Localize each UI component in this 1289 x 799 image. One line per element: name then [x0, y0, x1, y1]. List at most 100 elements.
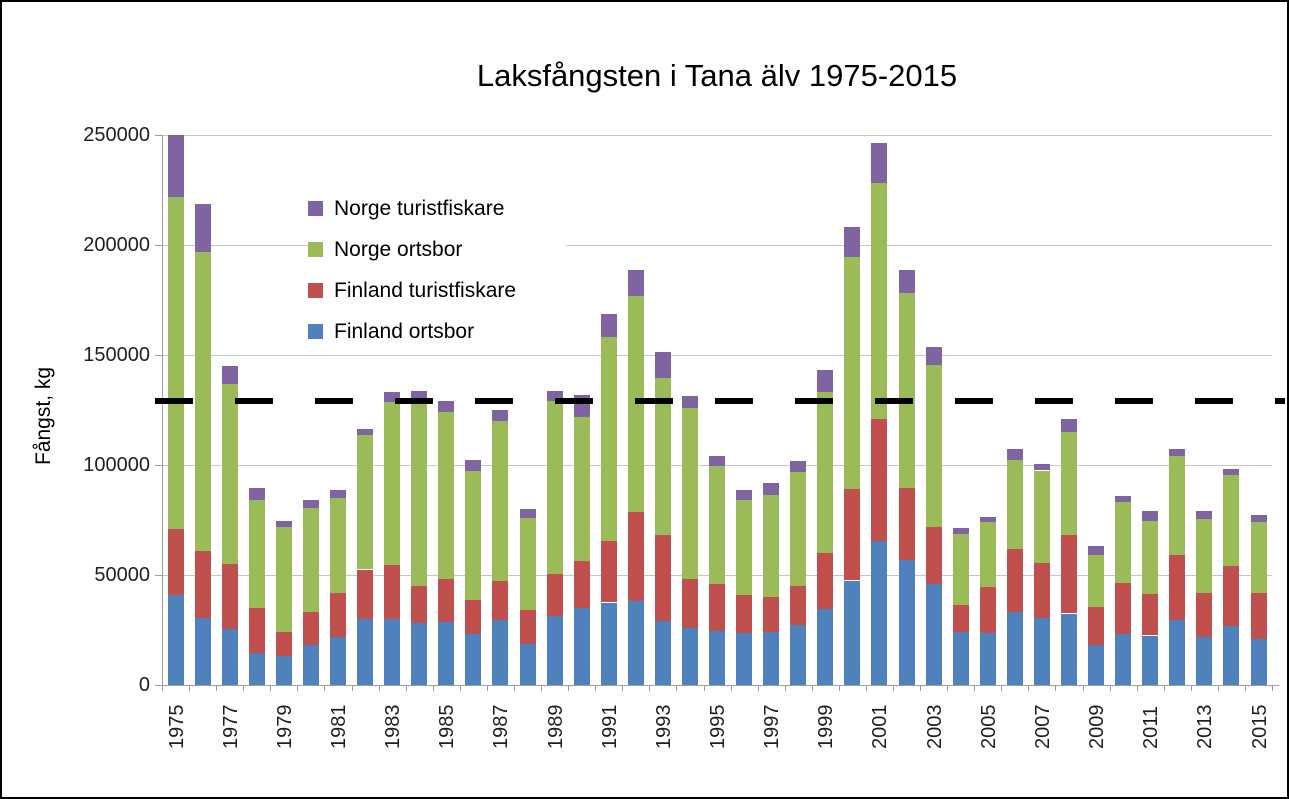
bar-segment-norge-ortsbor-2010 — [1115, 502, 1132, 583]
bar-segment-finland-turistfiskare-1990 — [573, 560, 590, 608]
bar-segment-finland-turistfiskare-1976 — [194, 550, 211, 618]
y-axis-title: Fångst, kg — [32, 366, 55, 465]
bar-segment-finland-ortsbor-1994 — [681, 627, 698, 685]
bar-segment-norge-turistfiskare-1983 — [384, 392, 401, 403]
bar-segment-norge-ortsbor-2007 — [1033, 470, 1050, 563]
bar-segment-finland-turistfiskare-2003 — [925, 526, 942, 584]
x-tick-label: 1979 — [273, 704, 296, 750]
x-tick-label: 1997 — [761, 704, 784, 750]
bar-segment-finland-ortsbor-1977 — [221, 628, 238, 685]
legend-swatch-norge-ortsbor-icon — [308, 242, 323, 257]
bar-segment-norge-ortsbor-1994 — [681, 407, 698, 580]
x-tick-label: 1987 — [490, 704, 513, 750]
x-tick — [784, 685, 786, 691]
bar-segment-finland-ortsbor-2001 — [871, 540, 888, 685]
bar-segment-norge-ortsbor-2001 — [871, 183, 888, 419]
bar-segment-norge-ortsbor-1986 — [465, 470, 482, 601]
bar-segment-finland-ortsbor-1976 — [194, 617, 211, 685]
bar-segment-finland-ortsbor-2015 — [1250, 638, 1267, 685]
bar-segment-finland-turistfiskare-1992 — [627, 512, 644, 602]
x-tick — [568, 685, 570, 691]
bar-segment-finland-ortsbor-1998 — [790, 624, 807, 685]
bar-segment-norge-turistfiskare-1988 — [519, 509, 536, 518]
y-tick — [155, 575, 162, 576]
bar-segment-norge-ortsbor-2013 — [1196, 518, 1213, 593]
bar-segment-norge-ortsbor-2012 — [1169, 456, 1186, 556]
bar-segment-finland-turistfiskare-1998 — [790, 586, 807, 625]
bar-segment-norge-ortsbor-1984 — [411, 403, 428, 586]
bar-segment-finland-ortsbor-1983 — [384, 619, 401, 685]
bar-segment-norge-turistfiskare-2007 — [1033, 463, 1050, 471]
bar-segment-finland-turistfiskare-1999 — [817, 553, 834, 610]
bar-segment-finland-ortsbor-2008 — [1061, 613, 1077, 685]
bar-segment-norge-turistfiskare-1977 — [221, 366, 238, 384]
bar-segment-norge-ortsbor-2004 — [952, 534, 969, 605]
x-tick — [1109, 685, 1111, 691]
legend: Norge turistfiskare Norge ortsbor Finlan… — [308, 188, 566, 352]
bar-segment-finland-turistfiskare-2006 — [1006, 548, 1023, 613]
x-tick — [541, 685, 542, 691]
x-tick — [1163, 685, 1165, 691]
bar-segment-finland-ortsbor-1991 — [600, 602, 617, 685]
bar-segment-finland-ortsbor-1996 — [736, 633, 753, 685]
legend-label: Norge ortsbor — [334, 237, 463, 261]
x-tick — [405, 685, 407, 691]
bar-segment-norge-ortsbor-1999 — [817, 392, 834, 553]
bar-segment-norge-ortsbor-1987 — [492, 421, 509, 581]
y-tick-label: 0 — [138, 674, 150, 696]
legend-item: Norge ortsbor — [308, 229, 566, 270]
y-tick-label: 100000 — [83, 454, 150, 476]
y-gridline — [162, 135, 1272, 136]
bar-segment-norge-ortsbor-1982 — [357, 435, 373, 570]
x-tick — [378, 685, 380, 691]
bar-segment-norge-turistfiskare-1987 — [492, 410, 509, 421]
x-tick — [1001, 685, 1003, 691]
chart-title: Laksfångsten i Tana älv 1975-2015 — [476, 58, 958, 93]
bar-segment-norge-ortsbor-1998 — [790, 471, 807, 586]
bar-segment-finland-ortsbor-1982 — [357, 619, 373, 685]
bar-segment-finland-turistfiskare-2008 — [1061, 535, 1077, 614]
bar-segment-norge-ortsbor-1990 — [573, 416, 590, 561]
y-tick — [155, 465, 162, 466]
bar-segment-norge-turistfiskare-1985 — [438, 401, 455, 413]
bar-segment-finland-ortsbor-1981 — [330, 636, 346, 685]
y-tick — [155, 135, 162, 136]
bar-segment-finland-turistfiskare-2015 — [1250, 592, 1267, 639]
bar-segment-finland-ortsbor-1986 — [465, 634, 482, 685]
bar-segment-finland-turistfiskare-2007 — [1033, 562, 1050, 618]
bar-segment-norge-ortsbor-1997 — [763, 494, 780, 597]
x-tick-label: 2015 — [1248, 704, 1271, 750]
bar-segment-finland-turistfiskare-1996 — [736, 594, 753, 634]
x-tick — [595, 685, 597, 691]
legend-label: Finland ortsbor — [334, 319, 475, 343]
x-tick — [1028, 685, 1030, 691]
bar-segment-norge-ortsbor-1988 — [519, 517, 536, 611]
x-tick — [270, 685, 272, 691]
x-tick — [676, 685, 678, 691]
bar-segment-norge-ortsbor-1977 — [221, 383, 238, 564]
bar-segment-finland-ortsbor-1990 — [573, 608, 590, 685]
legend-swatch-norge-turistfiskare-icon — [308, 201, 323, 216]
bar-segment-finland-ortsbor-2014 — [1223, 625, 1240, 685]
bar-segment-finland-ortsbor-1980 — [302, 645, 319, 685]
bar-segment-norge-turistfiskare-1996 — [736, 490, 753, 501]
bar-segment-norge-ortsbor-1996 — [736, 500, 753, 595]
x-tick — [1055, 685, 1057, 691]
bar-segment-finland-ortsbor-2002 — [898, 559, 915, 685]
x-tick-label: 1985 — [436, 704, 459, 750]
bar-segment-norge-turistfiskare-1976 — [194, 204, 211, 252]
bar-segment-finland-turistfiskare-2014 — [1223, 566, 1240, 626]
bar-segment-norge-turistfiskare-2006 — [1006, 448, 1023, 460]
bar-segment-finland-turistfiskare-1988 — [519, 610, 536, 645]
bar-segment-finland-turistfiskare-1994 — [681, 579, 698, 628]
x-tick — [865, 685, 867, 691]
legend-item: Finland ortsbor — [308, 311, 566, 352]
bar-segment-finland-ortsbor-2011 — [1142, 635, 1159, 685]
x-tick-label: 2001 — [869, 704, 892, 750]
y-tick-label: 250000 — [83, 124, 150, 146]
bar-segment-norge-ortsbor-2011 — [1142, 521, 1159, 594]
bar-segment-finland-ortsbor-1984 — [411, 623, 428, 685]
bar-segment-finland-ortsbor-2003 — [925, 583, 942, 685]
bar-segment-finland-turistfiskare-1979 — [275, 632, 292, 657]
